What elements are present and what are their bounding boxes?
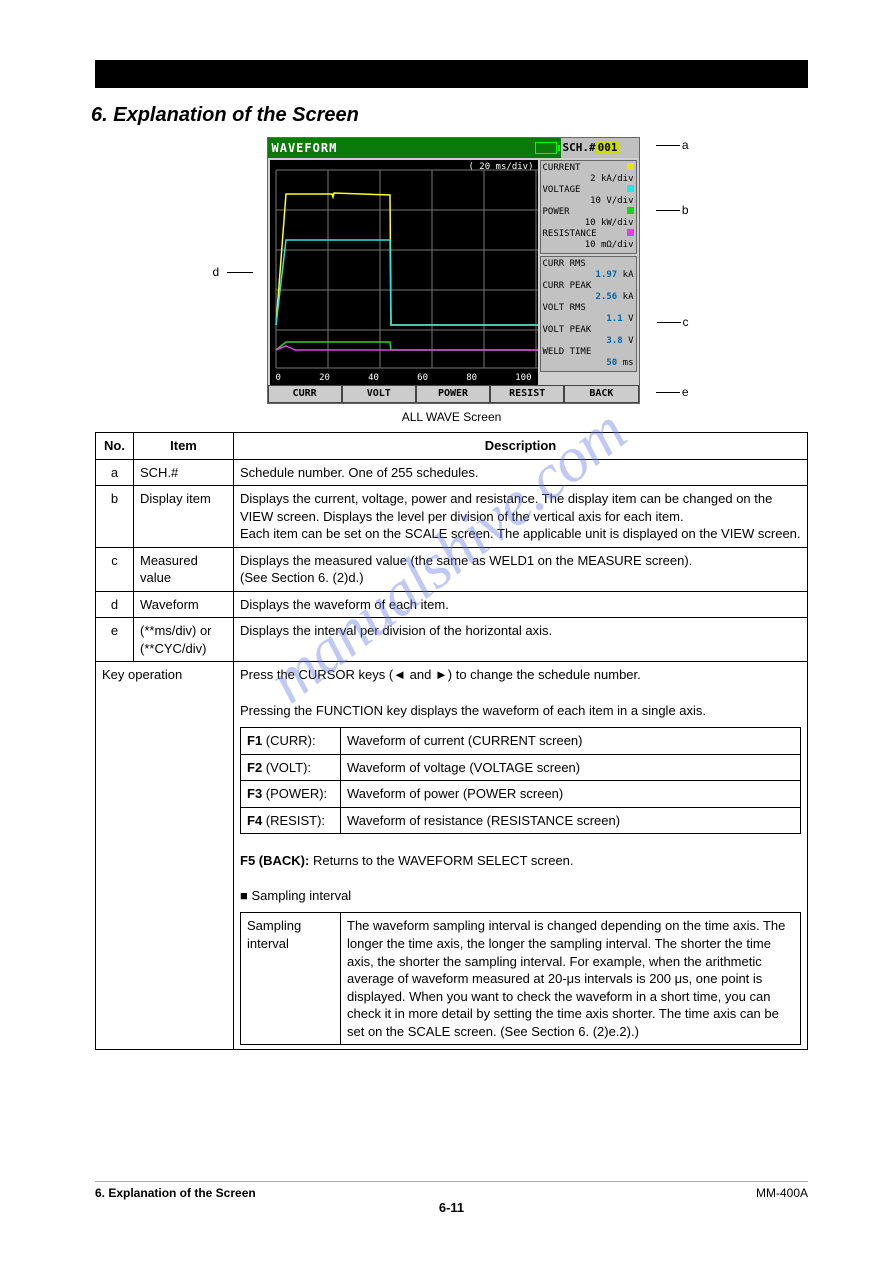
x-axis-labels: 020406080100 — [270, 373, 538, 383]
sample-table: Sampling intervalThe waveform sampling i… — [240, 912, 801, 1045]
callout-d: d — [213, 265, 220, 279]
th-item: Item — [134, 433, 234, 460]
callout-e: e — [682, 385, 689, 399]
th-no: No. — [96, 433, 134, 460]
fkey-curr[interactable]: CURR — [268, 385, 342, 403]
key-operation-label: Key operation — [96, 662, 234, 1050]
fkey-back[interactable]: BACK — [564, 385, 638, 403]
waveform-plot: ( 20 ms/div) 020406080100 — [268, 158, 540, 385]
footer-left: 6. Explanation of the Screen — [95, 1186, 256, 1200]
legend-box: CURRENT2 kA/divVOLTAGE10 V/divPOWER10 kW… — [540, 160, 637, 254]
footer: 6. Explanation of the Screen MM-400A 6-1… — [95, 1181, 808, 1215]
footer-model: MM-400A — [756, 1186, 808, 1200]
footer-page: 6-11 — [95, 1200, 808, 1215]
figure-caption: ALL WAVE Screen — [95, 410, 808, 424]
fkey-power[interactable]: POWER — [416, 385, 490, 403]
chapter-title: 6. Explanation of the Screen — [91, 104, 808, 127]
schedule-field: SCH.#001 — [561, 138, 639, 158]
screen-title: WAVEFORM — [268, 138, 561, 158]
battery-icon — [535, 142, 557, 154]
callout-a: a — [682, 138, 689, 152]
traces — [270, 170, 538, 370]
header-bar — [95, 60, 808, 88]
device-screen: WAVEFORM SCH.#001 ( 20 ms/div) — [267, 137, 640, 404]
measured-box: CURR RMS1.97 kACURR PEAK2.56 kAVOLT RMS1… — [540, 256, 637, 372]
th-desc: Description — [234, 433, 808, 460]
fkey-table: F1 (CURR):Waveform of current (CURRENT s… — [240, 727, 801, 834]
function-keys: CURR VOLT POWER RESIST BACK — [268, 385, 639, 403]
callout-b: b — [682, 203, 689, 217]
fkey-resist[interactable]: RESIST — [490, 385, 564, 403]
key-operation-desc: Press the CURSOR keys (◄ and ►) to chang… — [234, 662, 808, 1050]
callout-c: c — [683, 315, 689, 329]
description-table: No. Item Description aSCH.#Schedule numb… — [95, 432, 808, 1050]
figure: WAVEFORM SCH.#001 ( 20 ms/div) — [227, 137, 677, 404]
fkey-volt[interactable]: VOLT — [342, 385, 416, 403]
